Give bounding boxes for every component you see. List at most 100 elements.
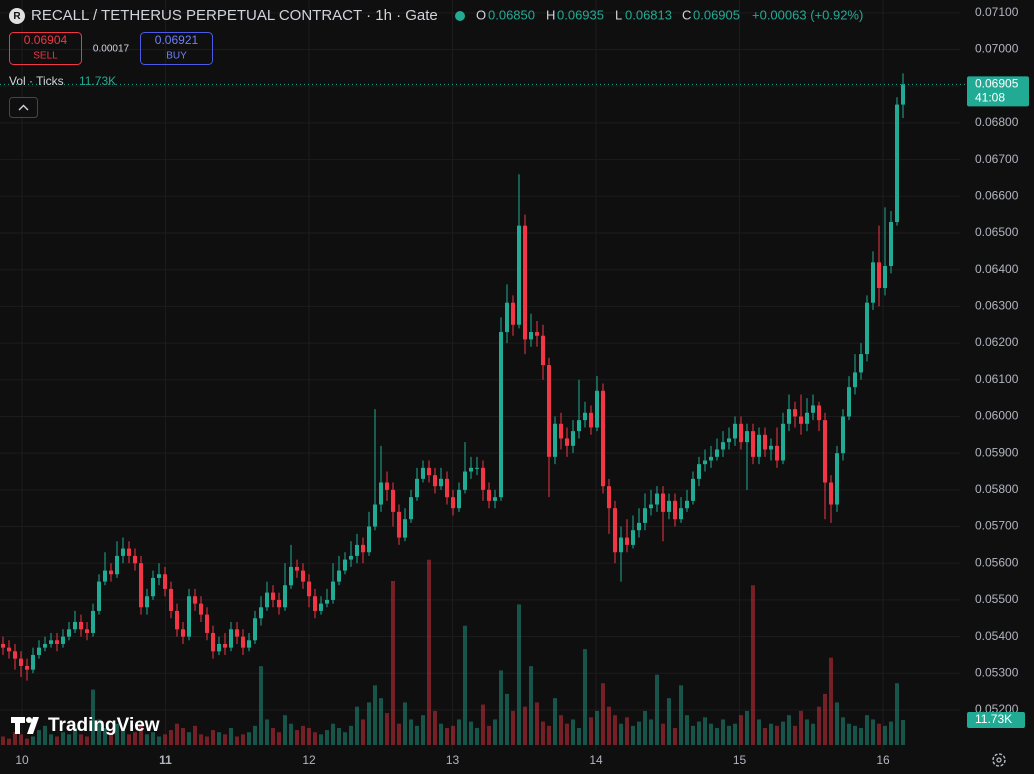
- volume-bar: [835, 702, 839, 745]
- volume-bar: [349, 725, 353, 745]
- candle-body: [145, 596, 149, 608]
- collapse-button[interactable]: [9, 97, 38, 118]
- volume-legend-label: Vol · Ticks: [9, 74, 64, 88]
- volume-bar: [157, 736, 161, 745]
- candle-body: [793, 409, 797, 417]
- volume-bar: [709, 723, 713, 745]
- volume-bar: [37, 730, 41, 745]
- symbol-logo: [9, 8, 25, 24]
- volume-bar: [541, 721, 545, 745]
- candle-body: [19, 658, 23, 666]
- candle-body: [535, 332, 539, 336]
- collapse-icon[interactable]: [18, 104, 29, 111]
- candle-body: [613, 508, 617, 553]
- candle-body: [721, 442, 725, 450]
- candle-body: [505, 302, 509, 333]
- candle-body: [673, 500, 677, 520]
- volume-bar: [415, 725, 419, 745]
- candle-body: [103, 570, 107, 582]
- candle-body: [511, 302, 515, 325]
- y-tick-label: 0.05600: [975, 555, 1019, 569]
- candle-body: [667, 500, 671, 512]
- candle-body: [679, 508, 683, 520]
- volume-bar: [361, 719, 365, 745]
- candle-body: [487, 489, 491, 501]
- settings-icon[interactable]: [992, 753, 1006, 767]
- y-tick-label: 0.06200: [975, 335, 1019, 349]
- volume-bar: [757, 719, 761, 745]
- volume-bar: [121, 730, 125, 745]
- candle-body: [811, 405, 815, 413]
- status-dot: [455, 11, 465, 21]
- buy-price[interactable]: 0.06921: [155, 33, 199, 47]
- candle-body: [265, 592, 269, 608]
- volume-layer: [1, 559, 905, 745]
- volume-bar: [13, 732, 17, 745]
- candle-body: [595, 390, 599, 428]
- candle-body: [751, 431, 755, 457]
- candle-body: [517, 225, 521, 325]
- candle-body: [301, 570, 305, 582]
- candle-body: [565, 438, 569, 446]
- candle-body: [901, 84, 905, 105]
- sell-price[interactable]: 0.06904: [24, 33, 68, 47]
- volume-bar: [793, 725, 797, 745]
- volume-bar: [193, 725, 197, 745]
- candle-body: [805, 412, 809, 424]
- volume-legend-value: 11.73K: [79, 74, 116, 88]
- candle-body: [115, 555, 119, 575]
- volume-bar: [805, 719, 809, 745]
- volume-bar: [7, 738, 11, 745]
- volume-bar: [325, 730, 329, 745]
- candle-body: [169, 588, 173, 611]
- candle-body: [217, 643, 221, 652]
- candle-body: [163, 574, 167, 589]
- candle-body: [457, 489, 461, 509]
- sell-button[interactable]: [9, 32, 82, 65]
- volume-bar: [769, 723, 773, 745]
- candle-body: [655, 493, 659, 505]
- legend-change: +0.00063 (+0.92%): [752, 7, 863, 22]
- candle-body: [883, 266, 887, 289]
- volume-bar: [355, 706, 359, 745]
- candle-body: [193, 596, 197, 604]
- volume-bar: [253, 725, 257, 745]
- settings-icon-core[interactable]: [996, 757, 1002, 763]
- volume-bar: [829, 657, 833, 745]
- candle-body: [757, 434, 761, 457]
- volume-bar: [727, 725, 731, 745]
- volume-bar: [553, 698, 557, 745]
- candle-body: [745, 431, 749, 443]
- candle-body: [295, 566, 299, 571]
- candle-body: [469, 467, 473, 472]
- volume-bar: [199, 734, 203, 745]
- y-tick-label: 0.05300: [975, 665, 1019, 679]
- candle-body: [409, 497, 413, 520]
- volume-bar: [799, 710, 803, 745]
- candle-body: [571, 431, 575, 446]
- candle-body: [421, 467, 425, 479]
- candle-body: [685, 500, 689, 509]
- volume-bar: [577, 727, 581, 745]
- volume-bar: [133, 732, 137, 745]
- volume-bar: [445, 727, 449, 745]
- buy-label[interactable]: BUY: [166, 51, 187, 62]
- volume-bar: [853, 725, 857, 745]
- candle-body: [97, 581, 101, 611]
- volume-bar: [289, 723, 293, 745]
- volume-bar: [877, 723, 881, 745]
- buy-button[interactable]: [140, 32, 213, 65]
- volume-bar: [625, 717, 629, 745]
- volume-bar: [547, 725, 551, 745]
- volume-bar: [1, 736, 5, 745]
- candle-body: [127, 548, 131, 556]
- y-tick-label: 0.05400: [975, 629, 1019, 643]
- volume-bar: [409, 719, 413, 745]
- sell-label[interactable]: SELL: [33, 51, 58, 62]
- volume-bar: [703, 717, 707, 745]
- y-tick-label: 0.07100: [975, 5, 1019, 19]
- volume-bar: [313, 732, 317, 745]
- candle-body: [499, 332, 503, 498]
- volume-bar: [871, 719, 875, 745]
